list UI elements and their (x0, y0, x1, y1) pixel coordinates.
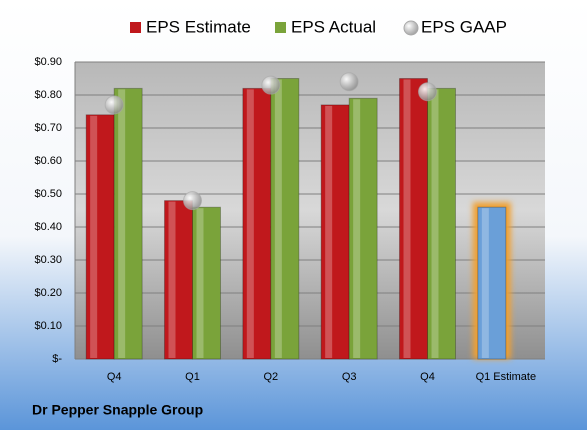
y-tick-label: $0.40 (34, 221, 62, 233)
chart-title: Dr Pepper Snapple Group (32, 402, 203, 418)
plot-area (75, 62, 545, 359)
gaap-marker (183, 191, 202, 211)
gaap-marker (339, 72, 359, 92)
y-tick-label: $- (52, 353, 62, 365)
x-tick-label: Q4 (420, 371, 435, 383)
y-tick-label: $0.70 (34, 122, 62, 134)
y-tick-label: $0.50 (34, 188, 62, 200)
y-tick-label: $0.10 (34, 320, 62, 332)
y-tick-label: $0.80 (34, 89, 62, 101)
y-tick-label: $0.90 (34, 56, 62, 68)
gaap-marker (418, 82, 437, 102)
bar (164, 200, 193, 360)
bar-shine (196, 208, 204, 358)
legend-label: EPS Actual (291, 17, 376, 36)
bar (427, 87, 456, 360)
legend-label: EPS Estimate (146, 17, 251, 36)
x-tick-label: Q1 Estimate (476, 371, 537, 383)
bar-shine (431, 89, 439, 359)
x-tick-label: Q3 (342, 371, 357, 383)
bar (192, 206, 221, 360)
bar-shine (325, 105, 333, 359)
x-tick-label: Q2 (263, 371, 278, 383)
bar-shine (246, 89, 254, 359)
gaap-marker (104, 95, 124, 115)
legend-marker (403, 20, 419, 36)
bar-shine (274, 79, 282, 358)
x-tick-label: Q1 (185, 371, 200, 383)
bar (320, 104, 350, 360)
bar (242, 87, 272, 360)
bar-shine (118, 89, 126, 359)
legend-marker (275, 22, 286, 33)
y-tick-label: $0.60 (34, 155, 62, 167)
legend-label: EPS GAAP (421, 17, 507, 36)
x-tick-label: Q4 (107, 371, 122, 383)
bar-shine (90, 115, 98, 358)
bar (270, 78, 300, 360)
bar-shine (168, 201, 176, 358)
bar-shine (403, 79, 411, 358)
bar (477, 206, 507, 360)
gaap-marker (261, 75, 281, 95)
bar (113, 87, 143, 360)
bar-shine (353, 99, 361, 359)
bar (348, 97, 378, 360)
y-tick-label: $0.20 (34, 287, 62, 299)
legend-marker (130, 22, 141, 33)
y-tick-label: $0.30 (34, 254, 62, 266)
bar-shine (481, 208, 489, 358)
